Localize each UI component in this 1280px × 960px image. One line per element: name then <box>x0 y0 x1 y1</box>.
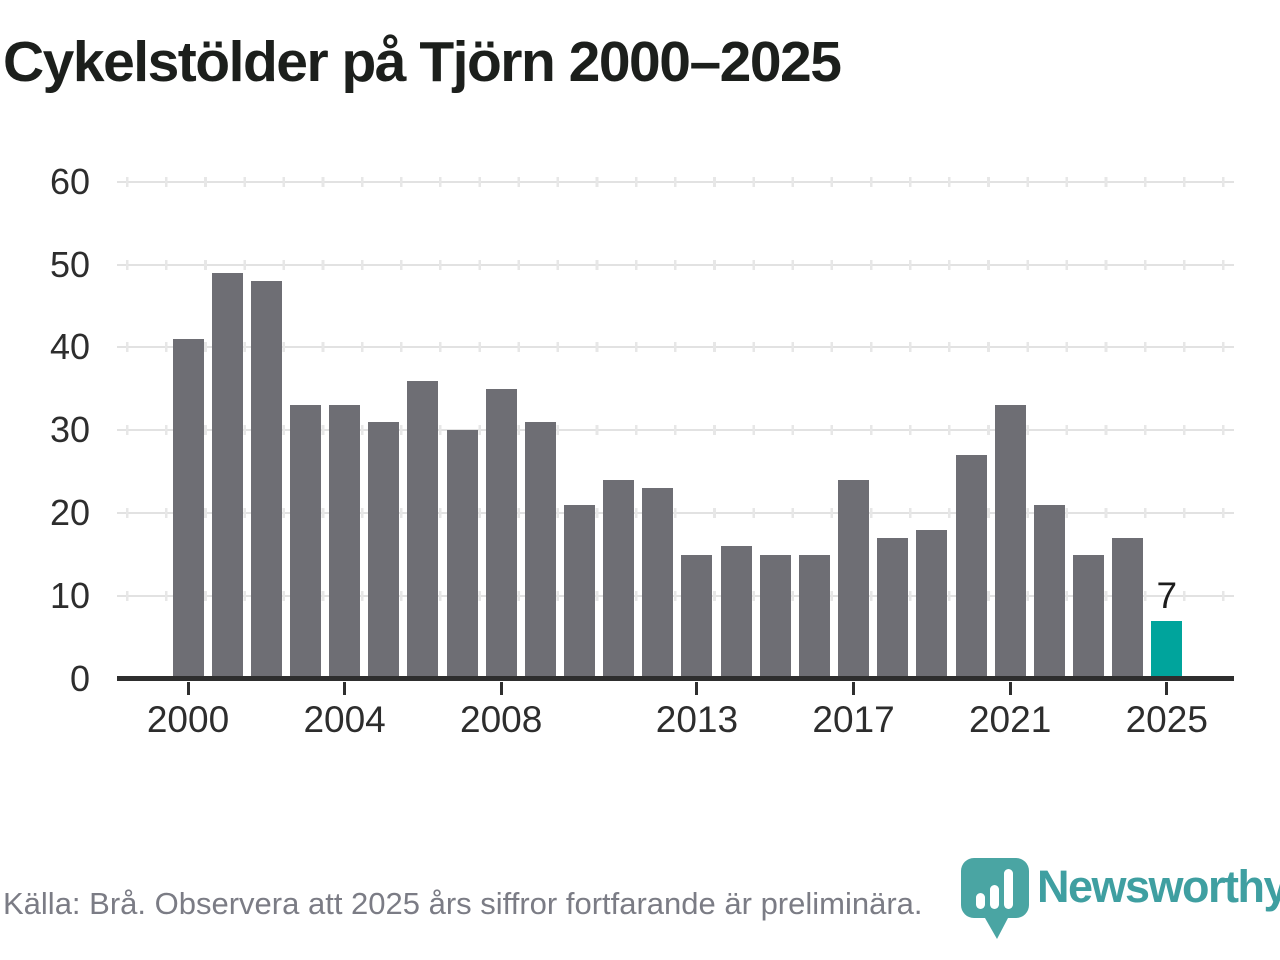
bar-2020 <box>955 455 987 679</box>
y-axis-label-60: 60 <box>49 160 90 202</box>
x-tick-2013 <box>695 682 699 695</box>
x-axis-label-2008: 2008 <box>460 699 543 740</box>
bar-2016 <box>798 554 830 679</box>
x-axis-label-2004: 2004 <box>303 699 386 740</box>
bar-2019 <box>916 529 948 679</box>
bar-2000 <box>172 339 204 679</box>
bar-2009 <box>524 422 556 679</box>
chart-title: Cykelstölder på Tjörn 2000–2025 <box>3 30 842 94</box>
x-tick-2021 <box>1008 682 1012 695</box>
y-axis-label-50: 50 <box>49 243 90 285</box>
bar-2006 <box>407 380 439 679</box>
x-axis-line <box>117 676 1234 681</box>
x-tick-2004 <box>343 682 347 695</box>
x-axis-label-2025: 2025 <box>1125 699 1208 740</box>
bar-2022 <box>1033 504 1065 679</box>
x-axis-label-2017: 2017 <box>812 699 895 740</box>
bar-2024 <box>1112 538 1144 679</box>
equalizer-bar-tall <box>1004 869 1013 909</box>
data-label-2025: 7 <box>1156 574 1178 616</box>
bar-2025: 7 <box>1151 577 1183 679</box>
bar-2003 <box>289 405 321 679</box>
y-axis-label-40: 40 <box>49 326 90 368</box>
bar-2011 <box>603 480 635 679</box>
y-axis-label-20: 20 <box>49 492 90 534</box>
x-axis-label-2021: 2021 <box>968 699 1052 740</box>
y-axis-label-30: 30 <box>49 409 90 451</box>
source-note: Källa: Brå. Observera att 2025 års siffr… <box>3 886 923 921</box>
bar-2023 <box>1072 554 1104 679</box>
gridline-50 <box>117 259 1234 270</box>
bar-2002 <box>250 281 282 679</box>
x-tick-2008 <box>499 682 503 695</box>
equalizer-bar-medium <box>990 885 999 909</box>
bar-2005 <box>368 422 400 679</box>
newsworthy-logo-text: Newsworthy <box>1037 861 1280 912</box>
plot-area: 0 10 20 30 40 50 60 7 2000 2004 2008 2013 2017 2021 20… <box>50 160 1234 740</box>
equalizer-bar-short <box>976 893 985 909</box>
gridline-30 <box>117 425 1234 436</box>
bar-2004 <box>329 405 361 679</box>
bar-2017 <box>838 480 870 679</box>
newsworthy-pin-icon <box>961 858 1029 939</box>
bar-2018 <box>877 538 909 679</box>
x-tick-2017 <box>852 682 856 695</box>
bar-2015 <box>759 554 791 679</box>
gridline-10 <box>117 591 1234 602</box>
newsworthy-logo: Newsworthy <box>961 854 1280 950</box>
bar-2013 <box>681 554 713 679</box>
x-tick-2025 <box>1165 682 1169 695</box>
x-tick-2000 <box>186 682 190 695</box>
x-axis-label-2013: 2013 <box>655 699 739 740</box>
bar-2012 <box>642 488 674 679</box>
gridline-60 <box>117 176 1234 187</box>
x-axis-label-2000: 2000 <box>146 699 230 740</box>
bar-2007 <box>446 430 478 679</box>
gridline-40 <box>117 342 1234 353</box>
bar-2008 <box>485 388 517 679</box>
bar-2021 <box>994 405 1026 679</box>
bar-2010 <box>564 504 595 679</box>
bar-2001 <box>211 272 243 679</box>
y-axis-label-10: 10 <box>49 575 90 617</box>
gridline-20 <box>117 508 1234 519</box>
y-axis-label-0: 0 <box>69 658 90 699</box>
bar-2014 <box>720 546 752 679</box>
